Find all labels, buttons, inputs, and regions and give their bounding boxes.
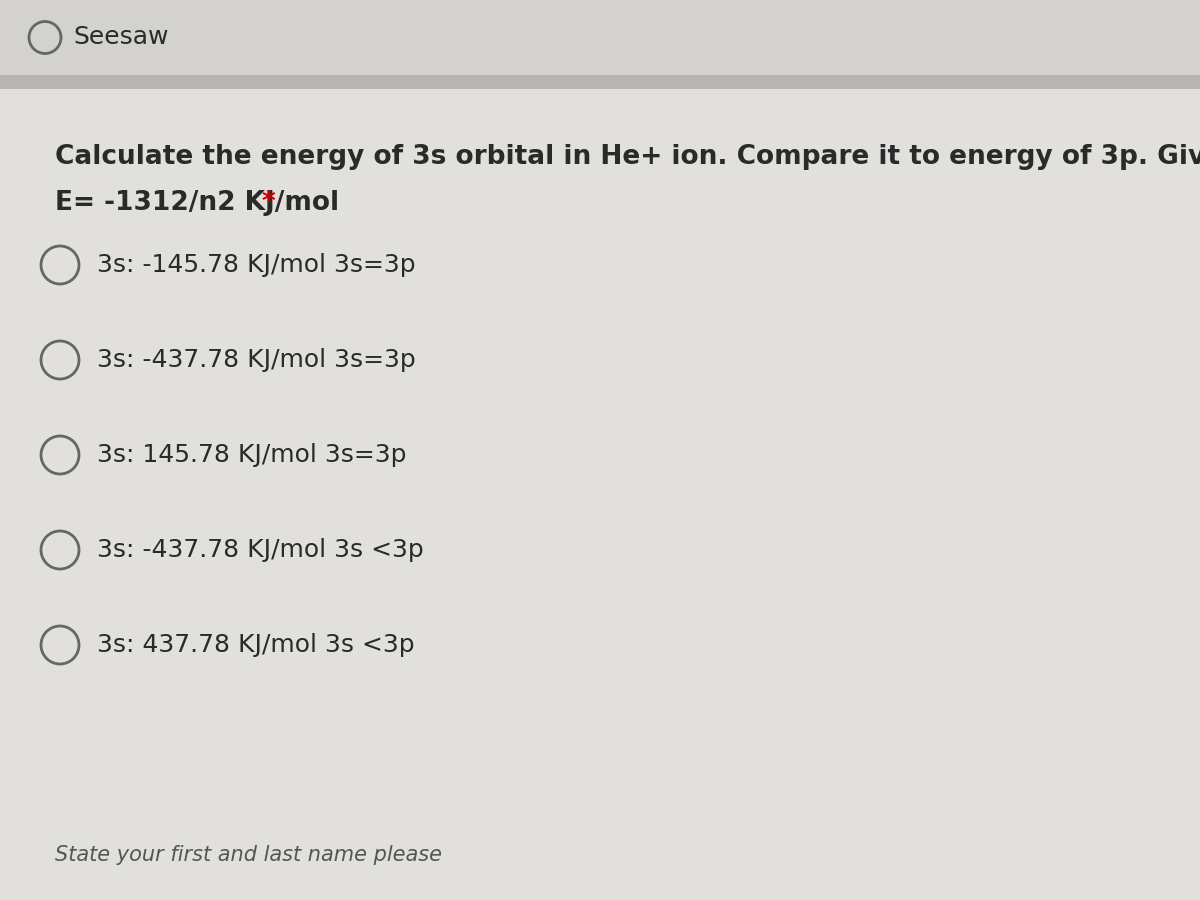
Text: State your first and last name please: State your first and last name please xyxy=(55,845,442,865)
Text: 3s: -437.78 KJ/mol 3s <3p: 3s: -437.78 KJ/mol 3s <3p xyxy=(97,538,424,562)
Text: 3s: 145.78 KJ/mol 3s=3p: 3s: 145.78 KJ/mol 3s=3p xyxy=(97,443,407,467)
Bar xyxy=(0,0,1200,75)
Text: 3s: 437.78 KJ/mol 3s <3p: 3s: 437.78 KJ/mol 3s <3p xyxy=(97,633,415,657)
Text: Seesaw: Seesaw xyxy=(73,25,168,50)
Text: *: * xyxy=(262,190,276,216)
Bar xyxy=(0,75,1200,89)
Text: 3s: -437.78 KJ/mol 3s=3p: 3s: -437.78 KJ/mol 3s=3p xyxy=(97,348,415,372)
Text: 3s: -145.78 KJ/mol 3s=3p: 3s: -145.78 KJ/mol 3s=3p xyxy=(97,253,415,277)
Text: E= -1312/n2 KJ/mol: E= -1312/n2 KJ/mol xyxy=(55,190,340,216)
Text: Calculate the energy of 3s orbital in He+ ion. Compare it to energy of 3p. Given: Calculate the energy of 3s orbital in He… xyxy=(55,144,1200,170)
